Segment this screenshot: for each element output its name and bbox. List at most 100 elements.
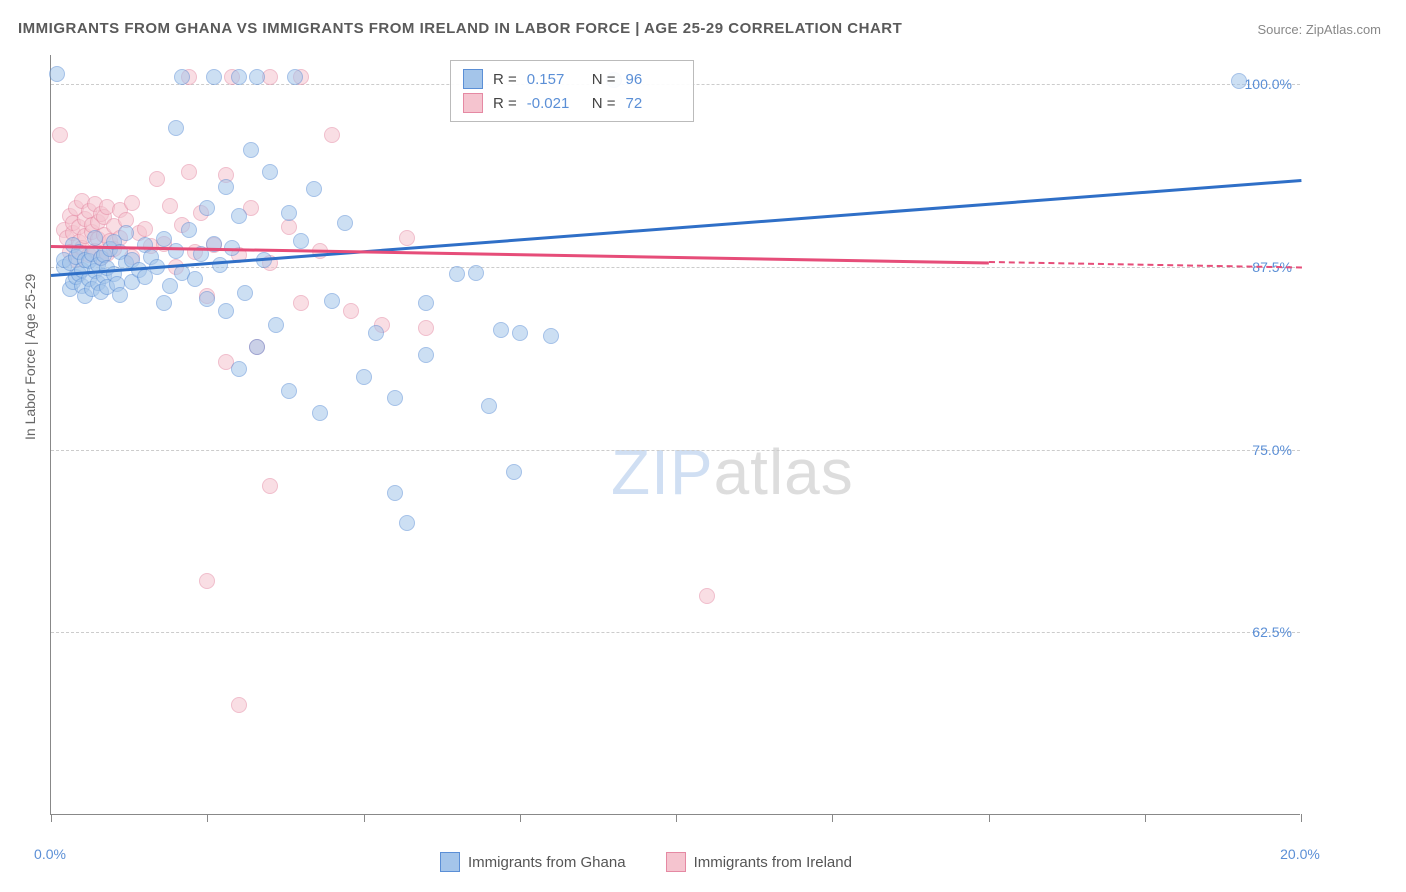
- data-point: [699, 588, 715, 604]
- data-point: [218, 303, 234, 319]
- data-point: [281, 219, 297, 235]
- data-point: [293, 233, 309, 249]
- legend-label-ghana: Immigrants from Ghana: [468, 854, 626, 871]
- data-point: [231, 361, 247, 377]
- data-point: [281, 383, 297, 399]
- data-point: [399, 230, 415, 246]
- n-value-ireland: 72: [626, 95, 681, 112]
- xtick-label-min: 0.0%: [34, 846, 66, 862]
- data-point: [368, 325, 384, 341]
- watermark-zip: ZIP: [611, 436, 714, 508]
- n-label: N =: [592, 71, 616, 88]
- swatch-ghana: [463, 69, 483, 89]
- data-point: [337, 215, 353, 231]
- data-point: [231, 208, 247, 224]
- data-point: [449, 266, 465, 282]
- legend-label-ireland: Immigrants from Ireland: [694, 854, 852, 871]
- data-point: [399, 515, 415, 531]
- data-point: [312, 405, 328, 421]
- data-point: [168, 120, 184, 136]
- xtick: [51, 814, 52, 822]
- r-value-ghana: 0.157: [527, 71, 582, 88]
- legend-item-ireland: Immigrants from Ireland: [666, 852, 852, 872]
- data-point: [262, 164, 278, 180]
- data-point: [324, 127, 340, 143]
- legend-row-ghana: R = 0.157 N = 96: [463, 67, 681, 91]
- legend-row-ireland: R = -0.021 N = 72: [463, 91, 681, 115]
- data-point: [162, 278, 178, 294]
- xtick: [207, 814, 208, 822]
- data-point: [493, 322, 509, 338]
- data-point: [187, 271, 203, 287]
- data-point: [243, 142, 259, 158]
- n-label: N =: [592, 95, 616, 112]
- data-point: [418, 320, 434, 336]
- data-point: [156, 295, 172, 311]
- data-point: [206, 69, 222, 85]
- series-legend: Immigrants from Ghana Immigrants from Ir…: [440, 852, 852, 872]
- data-point: [268, 317, 284, 333]
- r-label: R =: [493, 71, 517, 88]
- gridline: [51, 267, 1300, 268]
- legend-item-ghana: Immigrants from Ghana: [440, 852, 626, 872]
- ytick-label: 75.0%: [1252, 442, 1292, 458]
- watermark-atlas: atlas: [714, 436, 854, 508]
- r-value-ireland: -0.021: [527, 95, 582, 112]
- data-point: [124, 195, 140, 211]
- watermark: ZIPatlas: [611, 435, 854, 509]
- data-point: [249, 339, 265, 355]
- data-point: [543, 328, 559, 344]
- data-point: [506, 464, 522, 480]
- xtick: [1145, 814, 1146, 822]
- data-point: [481, 398, 497, 414]
- swatch-ireland: [463, 93, 483, 113]
- data-point: [52, 127, 68, 143]
- data-point: [49, 66, 65, 82]
- data-point: [199, 573, 215, 589]
- data-point: [387, 485, 403, 501]
- ytick-label: 100.0%: [1245, 76, 1292, 92]
- gridline: [51, 632, 1300, 633]
- data-point: [237, 285, 253, 301]
- data-point: [324, 293, 340, 309]
- r-label: R =: [493, 95, 517, 112]
- data-point: [199, 200, 215, 216]
- correlation-legend: R = 0.157 N = 96 R = -0.021 N = 72: [450, 60, 694, 122]
- data-point: [231, 697, 247, 713]
- data-point: [512, 325, 528, 341]
- data-point: [281, 205, 297, 221]
- data-point: [87, 230, 103, 246]
- plot-area: ZIPatlas 62.5%75.0%87.5%100.0%: [50, 55, 1300, 815]
- data-point: [468, 265, 484, 281]
- data-point: [218, 179, 234, 195]
- data-point: [174, 69, 190, 85]
- data-point: [387, 390, 403, 406]
- data-point: [181, 164, 197, 180]
- data-point: [306, 181, 322, 197]
- data-point: [356, 369, 372, 385]
- data-point: [181, 222, 197, 238]
- ytick-label: 62.5%: [1252, 624, 1292, 640]
- trend-line: [51, 179, 1301, 276]
- data-point: [287, 69, 303, 85]
- xtick: [1301, 814, 1302, 822]
- data-point: [149, 171, 165, 187]
- data-point: [231, 69, 247, 85]
- xtick-label-max: 20.0%: [1280, 846, 1320, 862]
- data-point: [118, 225, 134, 241]
- data-point: [418, 347, 434, 363]
- swatch-ghana: [440, 852, 460, 872]
- data-point: [168, 243, 184, 259]
- data-point: [418, 295, 434, 311]
- source-label: Source: ZipAtlas.com: [1257, 22, 1381, 37]
- data-point: [262, 478, 278, 494]
- gridline: [51, 450, 1300, 451]
- n-value-ghana: 96: [626, 71, 681, 88]
- swatch-ireland: [666, 852, 686, 872]
- data-point: [343, 303, 359, 319]
- data-point: [199, 291, 215, 307]
- data-point: [249, 69, 265, 85]
- xtick: [676, 814, 677, 822]
- data-point: [1231, 73, 1247, 89]
- data-point: [112, 287, 128, 303]
